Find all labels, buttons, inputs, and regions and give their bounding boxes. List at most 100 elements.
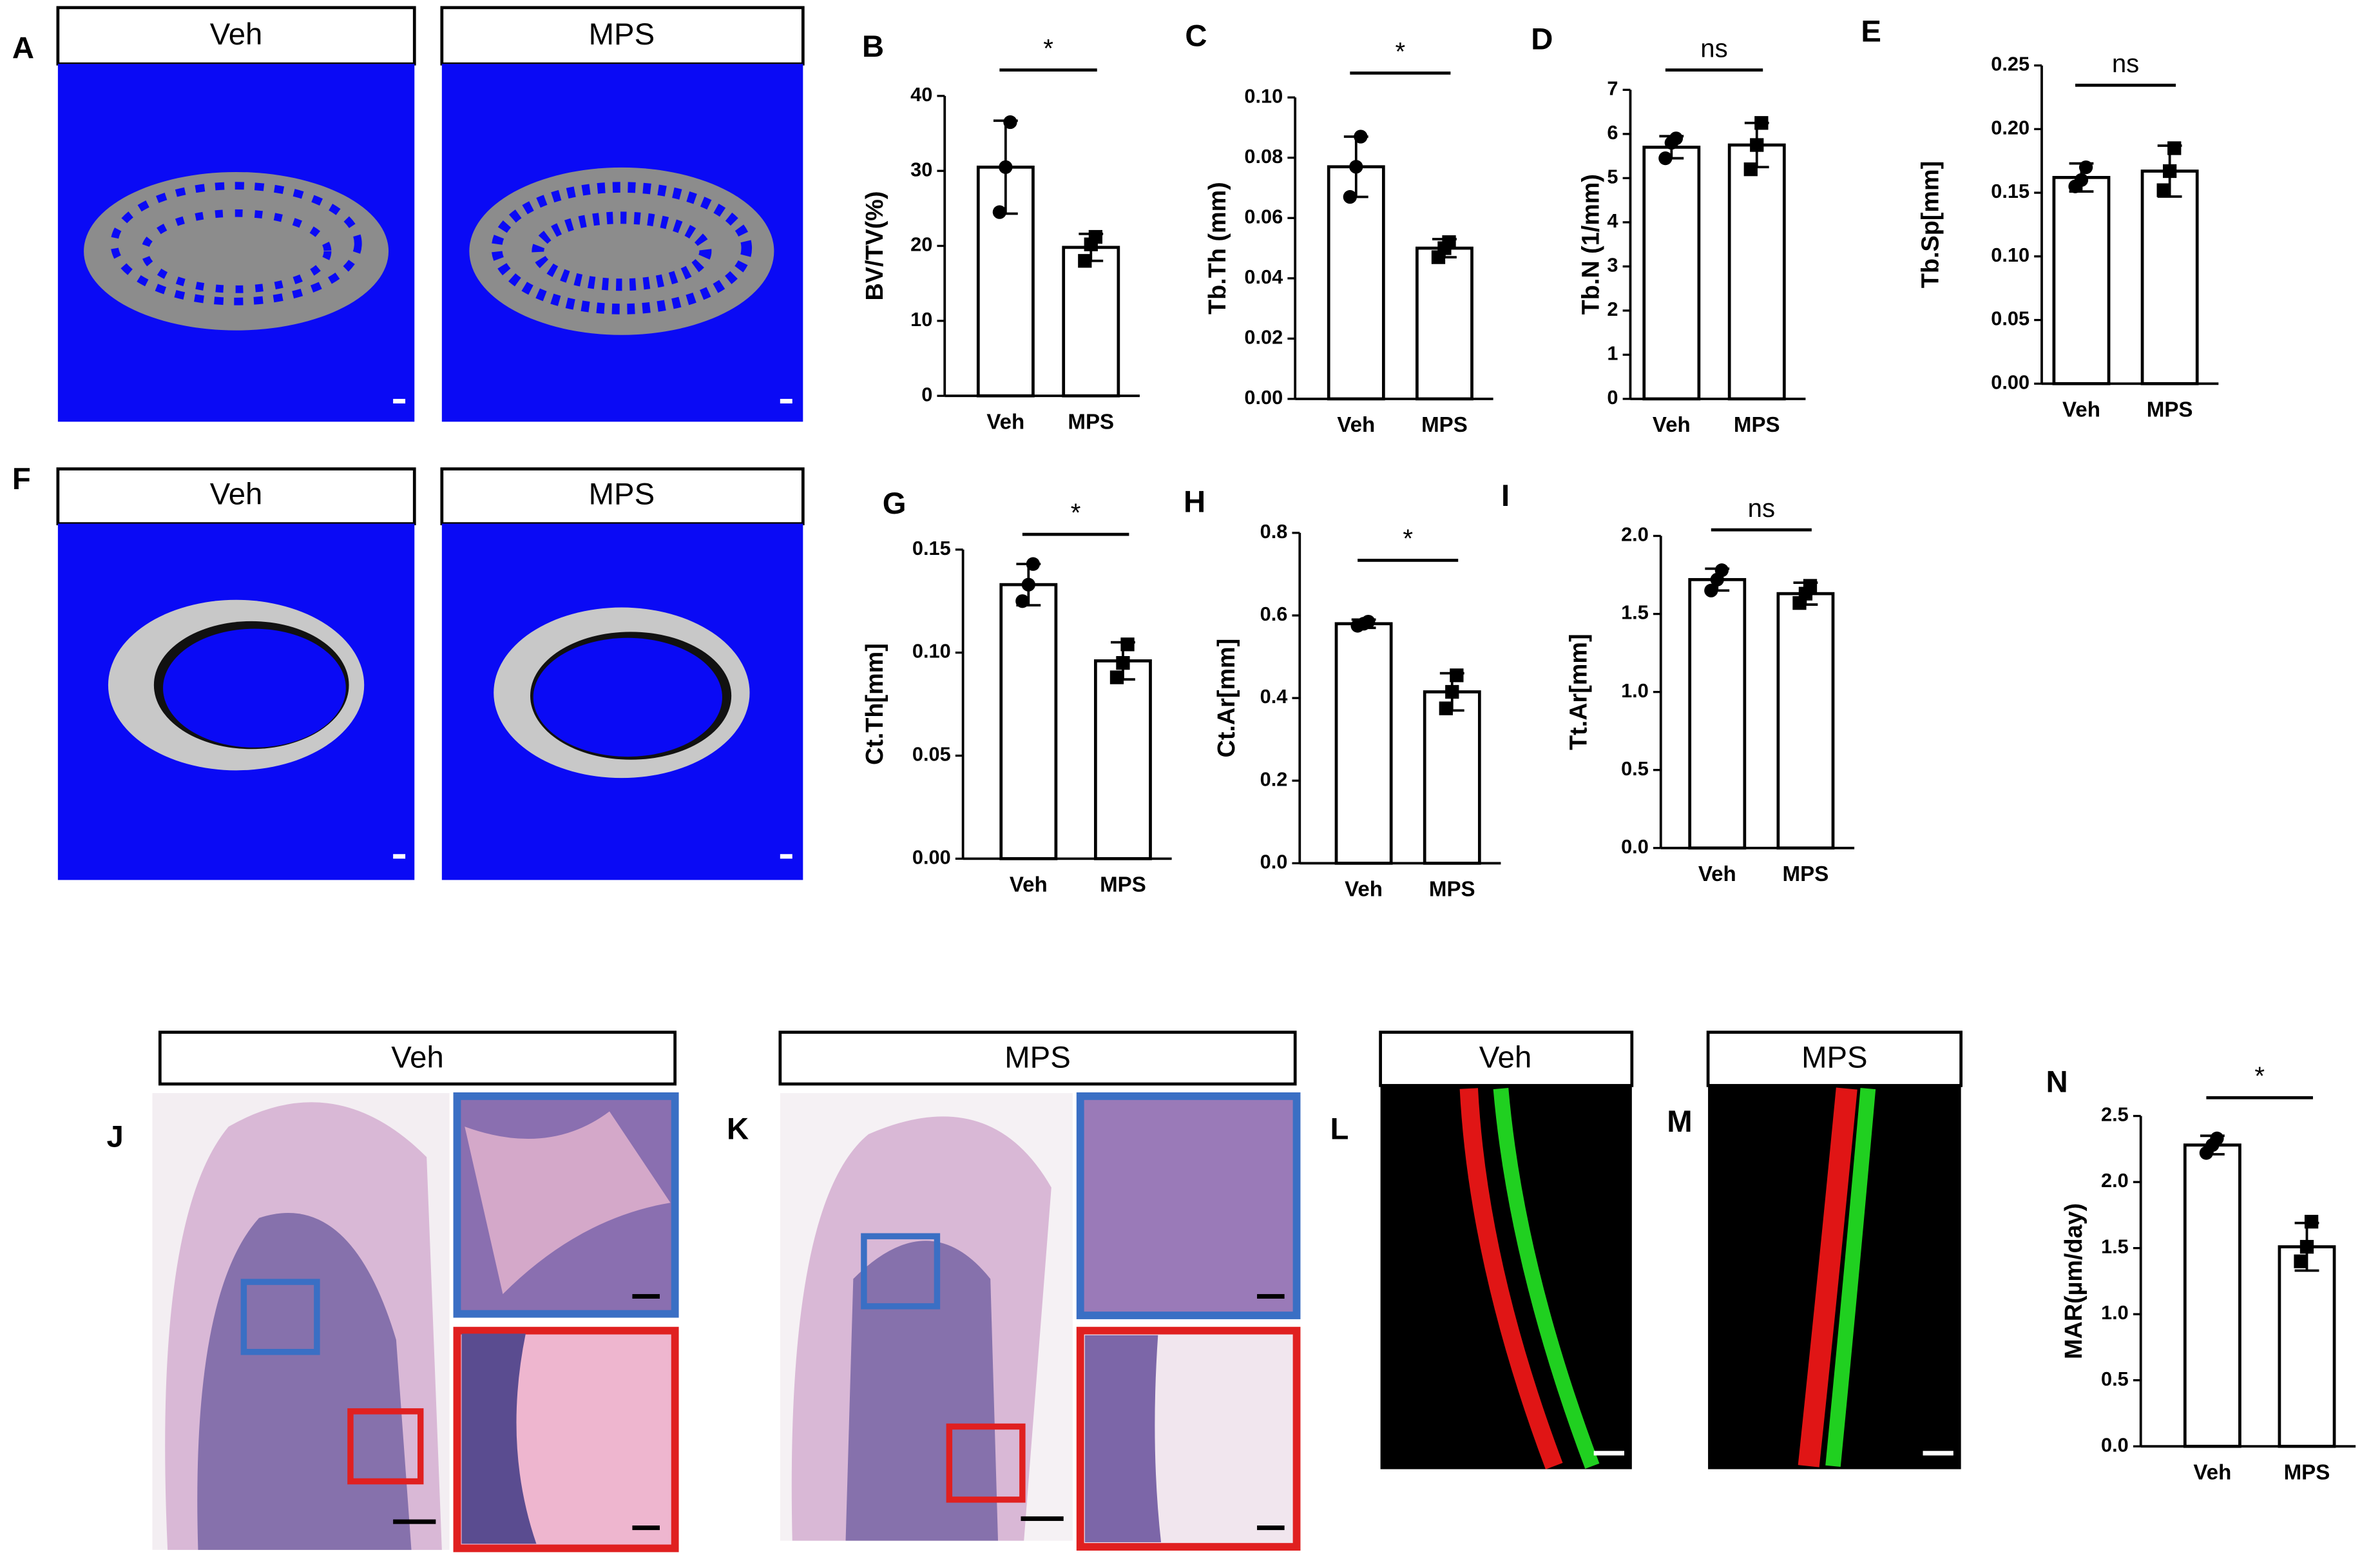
y-tick-label: 0.5	[1621, 757, 1649, 780]
data-point	[1349, 160, 1363, 174]
panel-letter: L	[1330, 1112, 1349, 1147]
x-tick-label: Veh	[2062, 398, 2100, 422]
y-tick-label: 0.15	[1991, 180, 2030, 202]
panel-letter: H	[1184, 485, 1205, 519]
marrow-tissue	[197, 1212, 412, 1550]
y-tick-label: 30	[910, 158, 932, 180]
bar	[1727, 143, 1786, 401]
significance-label: *	[1403, 524, 1413, 553]
y-tick-label: 0	[1607, 386, 1618, 409]
bar	[1327, 165, 1385, 401]
data-point	[1743, 162, 1758, 177]
data-point	[2299, 1239, 2314, 1254]
y-tick-label: 0.4	[1260, 685, 1288, 708]
x-tick-label: Veh	[1653, 413, 1691, 437]
data-point	[2162, 164, 2177, 179]
caption-box	[1706, 1031, 1963, 1087]
significance-label: *	[2254, 1061, 2265, 1090]
scale-bar	[632, 1293, 660, 1299]
panel-letter: K	[727, 1112, 749, 1147]
roi-box	[861, 1233, 941, 1310]
data-point	[1710, 572, 1724, 586]
y-axis-label: Tb.N (1/mm)	[1577, 174, 1604, 315]
y-tick-label: 2	[1607, 298, 1618, 320]
data-point	[2304, 1214, 2319, 1229]
data-point	[1792, 596, 1807, 610]
x-tick-label: MPS	[2284, 1460, 2330, 1484]
bar	[1776, 592, 1835, 850]
data-point	[999, 160, 1013, 174]
y-tick-label: 0.00	[1244, 386, 1283, 409]
y-axis-label: Ct.Ar[mm]	[1213, 639, 1240, 758]
data-point	[2199, 1146, 2214, 1160]
marrow-tissue	[845, 1241, 999, 1541]
panel-letter: N	[2046, 1065, 2068, 1099]
data-point	[1350, 619, 1365, 633]
marrow-cavity	[163, 628, 346, 748]
bar	[999, 583, 1058, 860]
caption-box	[56, 6, 416, 66]
x-tick-label: MPS	[1100, 873, 1146, 897]
caption-box	[778, 1031, 1297, 1086]
calcein-red-label	[1798, 1087, 1857, 1467]
caption: Veh	[210, 478, 263, 512]
caption-box	[440, 467, 805, 525]
x-tick-label: MPS	[1068, 410, 1114, 434]
y-tick-label: 1	[1607, 342, 1618, 365]
scale-bar	[1593, 1451, 1625, 1456]
data-point	[2167, 141, 2182, 155]
panel-letter: M	[1667, 1105, 1692, 1139]
y-tick-label: 0.6	[1260, 603, 1288, 625]
bar	[2183, 1143, 2241, 1448]
y-tick-label: 2.0	[1621, 523, 1649, 546]
y-axis-label: Tt.Ar[mm]	[1565, 634, 1592, 750]
data-point	[2078, 160, 2093, 175]
y-tick-label: 0.25	[1991, 53, 2030, 75]
bar	[1642, 146, 1701, 401]
x-tick-label: Veh	[1345, 878, 1383, 902]
data-point	[1658, 151, 1673, 166]
y-tick-label: 0.0	[2101, 1433, 2129, 1456]
roi-box	[240, 1279, 320, 1355]
y-tick-label: 0.2	[1260, 768, 1288, 790]
data-point	[1078, 254, 1092, 268]
y-tick-label: 0.8	[1260, 520, 1288, 543]
y-axis-label: Tb.Th (mm)	[1204, 182, 1231, 315]
y-tick-label: 1.0	[1621, 679, 1649, 702]
y-tick-label: 0	[921, 383, 932, 405]
scale-bar	[632, 1525, 660, 1531]
y-tick-label: 20	[910, 233, 932, 256]
significance-label: ns	[1748, 494, 1775, 523]
y-tick-label: 4	[1607, 209, 1618, 232]
trabecular-pores	[110, 182, 362, 305]
x-tick-label: Veh	[1337, 413, 1375, 437]
panel-letter: D	[1531, 22, 1553, 56]
data-point	[1026, 557, 1041, 571]
x-tick-label: MPS	[1421, 413, 1468, 437]
trabecular-bone	[469, 167, 774, 335]
scale-bar	[393, 398, 406, 404]
data-point	[1116, 655, 1130, 670]
data-point	[1109, 670, 1124, 684]
panel-letter: J	[107, 1120, 124, 1154]
panel-letter: A	[12, 31, 34, 65]
y-tick-label: 0.08	[1244, 145, 1283, 168]
y-tick-label: 0.20	[1991, 116, 2030, 139]
caption: Veh	[210, 17, 263, 52]
caption: MPS	[589, 17, 655, 52]
trabecular-pores	[491, 182, 753, 315]
caption: Veh	[391, 1041, 444, 1075]
bar	[2140, 169, 2199, 385]
data-point	[2156, 183, 2171, 197]
x-tick-label: Veh	[986, 410, 1024, 434]
x-tick-label: Veh	[2193, 1460, 2231, 1484]
scale-bar	[393, 854, 406, 859]
calcein-red-label	[1459, 1088, 1563, 1469]
y-tick-label: 10	[910, 308, 932, 331]
inset-detail	[1084, 1335, 1162, 1543]
y-tick-label: 0.00	[1991, 371, 2030, 393]
caption: MPS	[589, 478, 655, 512]
x-tick-label: Veh	[1698, 862, 1736, 886]
scale-bar	[393, 1519, 436, 1524]
